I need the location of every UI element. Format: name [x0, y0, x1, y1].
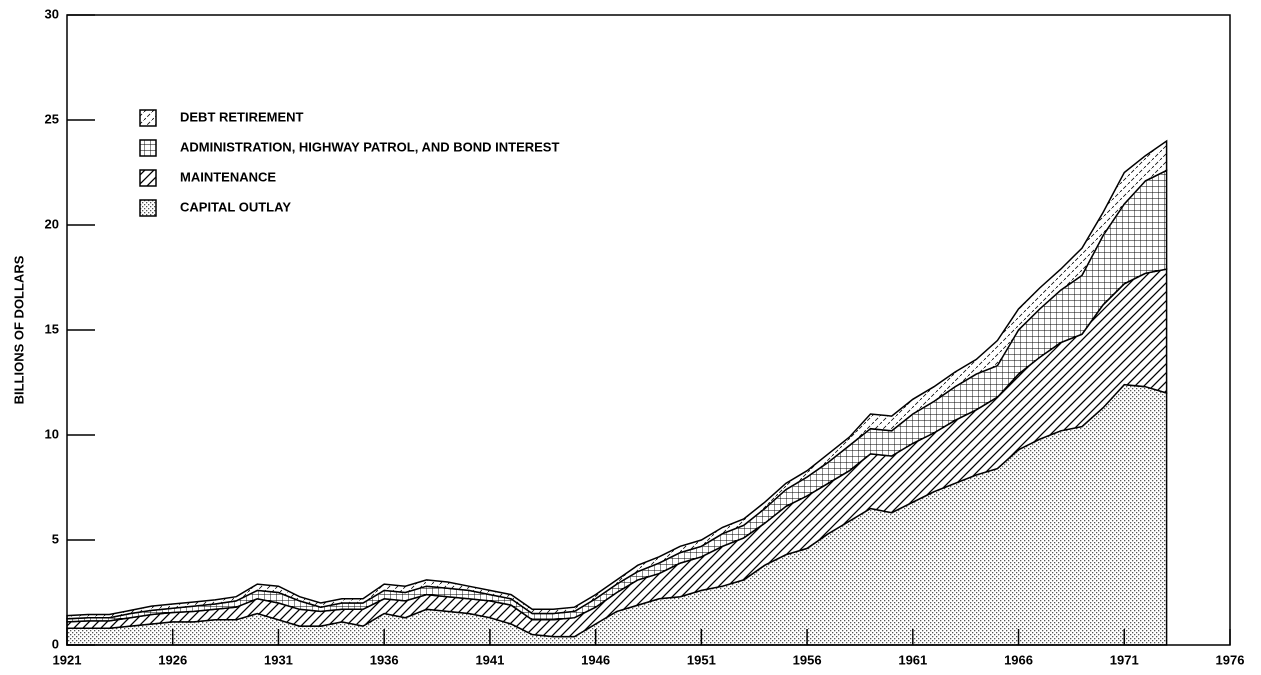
- x-tick-label: 1921: [53, 652, 82, 667]
- x-tick-label: 1966: [1004, 652, 1033, 667]
- legend-label: CAPITAL OUTLAY: [180, 199, 291, 214]
- x-tick-label: 1961: [898, 652, 927, 667]
- x-tick-label: 1951: [687, 652, 716, 667]
- legend-swatch: [139, 169, 157, 187]
- legend-label: MAINTENANCE: [180, 169, 276, 184]
- y-tick-label: 0: [52, 636, 59, 651]
- x-tick-label: 1926: [158, 652, 187, 667]
- legend-swatch: [139, 199, 157, 217]
- y-tick-label: 25: [45, 111, 59, 126]
- x-tick-label: 1971: [1110, 652, 1139, 667]
- y-tick-label: 20: [45, 216, 59, 231]
- x-tick-label: 1931: [264, 652, 293, 667]
- y-tick-label: 15: [45, 321, 59, 336]
- y-axis-label: BILLIONS OF DOLLARS: [11, 255, 26, 404]
- area: [66, 139, 1168, 620]
- legend-swatch: [139, 109, 157, 127]
- y-tick-label: 30: [45, 6, 59, 21]
- x-tick-label: 1976: [1216, 652, 1245, 667]
- y-tick-label: 10: [45, 426, 59, 441]
- x-tick-label: 1936: [370, 652, 399, 667]
- x-tick-label: 1956: [793, 652, 822, 667]
- x-tick-label: 1941: [475, 652, 504, 667]
- legend-label: DEBT RETIREMENT: [180, 109, 304, 124]
- legend-swatch: [139, 139, 157, 157]
- y-tick-label: 5: [52, 531, 59, 546]
- x-tick-label: 1946: [581, 652, 610, 667]
- legend-label: ADMINISTRATION, HIGHWAY PATROL, AND BOND…: [180, 139, 559, 154]
